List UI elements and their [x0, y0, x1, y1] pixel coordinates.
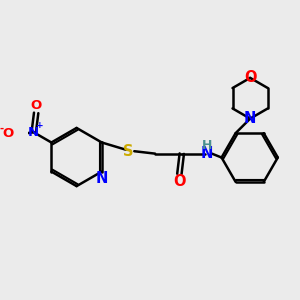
Text: N: N	[201, 146, 213, 161]
Text: O: O	[173, 174, 186, 189]
Text: -: -	[0, 124, 3, 134]
Text: N: N	[28, 126, 39, 139]
Text: O: O	[244, 70, 256, 86]
Text: H: H	[202, 139, 212, 152]
Text: N: N	[96, 171, 108, 186]
Text: S: S	[123, 144, 134, 159]
Text: N: N	[244, 111, 256, 126]
Text: O: O	[31, 99, 42, 112]
Text: +: +	[36, 122, 44, 130]
Text: O: O	[2, 127, 13, 140]
